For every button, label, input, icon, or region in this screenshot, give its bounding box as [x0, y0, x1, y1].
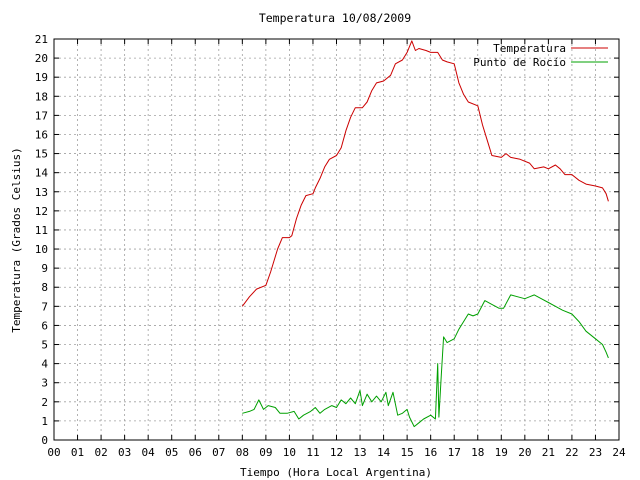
x-tick-label: 15 [401, 446, 414, 459]
legend-label: Punto de Rocío [473, 56, 566, 69]
x-tick-label: 24 [612, 446, 626, 459]
x-tick-label: 09 [259, 446, 272, 459]
series-lines [241, 40, 609, 428]
y-tick-label: 2 [41, 396, 48, 409]
x-tick-label: 05 [165, 446, 178, 459]
x-tick-label: 16 [424, 446, 437, 459]
x-tick-label: 03 [118, 446, 131, 459]
x-tick-label: 02 [94, 446, 107, 459]
grid [54, 39, 619, 440]
x-tick-label: 18 [471, 446, 484, 459]
x-tick-label: 13 [353, 446, 366, 459]
x-tick-label: 14 [377, 446, 391, 459]
x-tick-label: 22 [565, 446, 578, 459]
y-tick-label: 9 [41, 262, 48, 275]
y-tick-label: 21 [35, 33, 48, 46]
x-tick-label: 04 [142, 446, 156, 459]
y-tick-label: 7 [41, 300, 48, 313]
y-tick-label: 12 [35, 205, 48, 218]
x-tick-label: 21 [542, 446, 555, 459]
x-tick-label: 08 [236, 446, 249, 459]
x-tick-label: 19 [495, 446, 508, 459]
series-line-temperatura [241, 40, 609, 307]
x-tick-label: 12 [330, 446, 343, 459]
y-tick-label: 13 [35, 186, 48, 199]
x-axis-ticks: 00 01 02 03 04 05 06 07 08 09 10 11 12 13 14 15 16 17 18 19… [47, 39, 626, 459]
x-axis-label: Tiempo (Hora Local Argentina) [240, 466, 432, 479]
y-tick-label: 4 [41, 358, 48, 371]
x-tick-label: 06 [189, 446, 202, 459]
y-tick-label: 0 [41, 434, 48, 447]
y-tick-label: 6 [41, 319, 48, 332]
y-tick-label: 5 [41, 339, 48, 352]
x-tick-label: 20 [518, 446, 531, 459]
y-tick-label: 11 [35, 224, 48, 237]
y-tick-label: 10 [35, 243, 48, 256]
y-tick-label: 3 [41, 377, 48, 390]
y-tick-label: 1 [41, 415, 48, 428]
y-tick-label: 19 [35, 71, 48, 84]
y-tick-label: 15 [35, 148, 48, 161]
y-tick-label: 17 [35, 109, 48, 122]
x-tick-label: 07 [212, 446, 225, 459]
x-tick-label: 23 [589, 446, 602, 459]
x-tick-label: 17 [448, 446, 461, 459]
y-tick-label: 20 [35, 52, 48, 65]
y-axis-label: Temperatura (Grados Celsius) [10, 147, 23, 332]
legend-label: Temperatura [493, 42, 566, 55]
x-tick-label: 10 [283, 446, 296, 459]
y-tick-label: 18 [35, 90, 48, 103]
y-tick-label: 14 [35, 167, 49, 180]
x-tick-label: 00 [47, 446, 60, 459]
y-tick-label: 16 [35, 128, 48, 141]
chart-title: Temperatura 10/08/2009 [259, 11, 411, 25]
plot-frame [53, 38, 620, 441]
y-tick-label: 8 [41, 281, 48, 294]
series-line-punto-de-rocio [242, 294, 609, 428]
x-tick-label: 01 [71, 446, 84, 459]
x-tick-label: 11 [306, 446, 319, 459]
